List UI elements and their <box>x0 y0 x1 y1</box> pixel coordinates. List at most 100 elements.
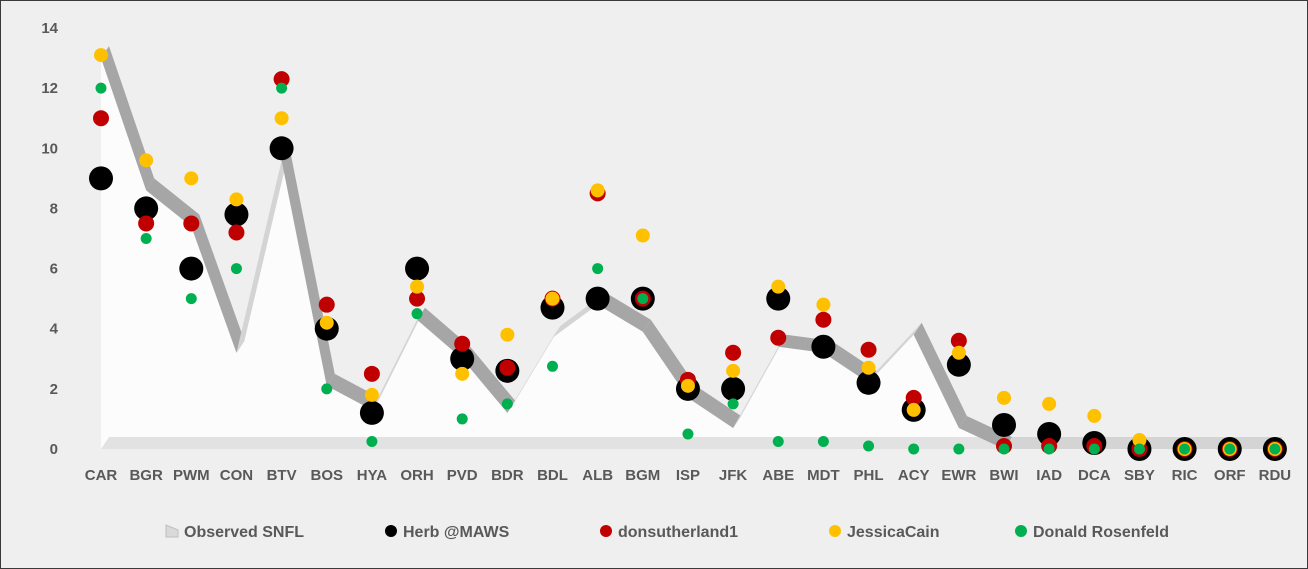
area-segment <box>687 385 742 428</box>
data-point <box>1037 421 1062 446</box>
data-point <box>771 279 786 294</box>
data-point <box>946 352 971 377</box>
data-point <box>499 359 516 376</box>
x-tick-label: ISP <box>676 467 700 484</box>
data-point <box>637 293 649 305</box>
x-tick-label: BGM <box>625 467 660 484</box>
x-tick-label: PVD <box>447 467 478 484</box>
data-point <box>680 378 695 393</box>
area-segment <box>236 148 290 353</box>
data-point <box>856 370 881 395</box>
data-point <box>953 443 965 455</box>
data-point <box>140 233 152 244</box>
data-point <box>951 345 966 360</box>
data-point <box>269 136 294 161</box>
data-point <box>1132 432 1147 447</box>
legend-label: Observed SNFL <box>184 524 304 541</box>
legend-swatch <box>600 525 612 537</box>
data-point <box>228 224 245 241</box>
data-point <box>726 363 741 378</box>
data-point <box>94 48 108 63</box>
area-segment <box>191 214 245 353</box>
x-tick-label: BWI <box>989 467 1018 484</box>
data-point <box>1269 443 1281 455</box>
x-tick-label: IAD <box>1036 467 1062 484</box>
area-fill <box>101 58 1275 449</box>
data-point <box>1043 443 1055 455</box>
area-segment <box>326 373 380 410</box>
x-tick-label: BDR <box>491 467 524 484</box>
data-point <box>1088 443 1100 455</box>
legend: Observed SNFL Herb @MAWS donsutherland1 Jes… <box>165 524 1169 541</box>
area-segment <box>913 322 967 428</box>
data-point <box>276 82 288 94</box>
area-segment <box>868 322 922 383</box>
data-point <box>454 335 471 352</box>
data-point <box>138 215 155 232</box>
data-point <box>319 315 334 330</box>
series-jessicacain <box>94 48 1282 456</box>
data-point <box>185 293 197 305</box>
data-point <box>273 71 290 88</box>
data-point <box>861 360 876 375</box>
data-point <box>1179 443 1191 455</box>
data-point <box>183 215 200 232</box>
data-point <box>997 390 1011 405</box>
x-tick-label: RIC <box>1172 467 1198 484</box>
data-point <box>318 296 335 313</box>
legend-swatch <box>829 525 841 537</box>
data-point <box>817 435 829 447</box>
x-tick-label: BDL <box>537 467 568 484</box>
data-point <box>635 228 650 243</box>
x-tick-label: ACY <box>898 467 930 484</box>
data-point <box>179 256 204 281</box>
marker-layer <box>89 48 1287 461</box>
data-point <box>184 171 199 186</box>
data-point <box>905 389 922 406</box>
data-point <box>89 166 113 191</box>
data-point <box>998 443 1010 455</box>
data-point <box>411 308 423 320</box>
data-point <box>908 443 920 455</box>
x-tick-label: BGR <box>129 467 163 484</box>
x-tick-label: MDT <box>807 467 840 484</box>
x-tick-label: ABE <box>762 467 794 484</box>
data-point <box>816 297 831 312</box>
data-point <box>727 398 739 410</box>
x-tick-label: JFK <box>719 467 748 484</box>
x-tick-label: BTV <box>267 467 297 484</box>
x-tick-label: DCA <box>1078 467 1111 484</box>
data-point <box>229 192 244 207</box>
data-point <box>450 346 475 371</box>
data-point <box>134 196 159 221</box>
data-point <box>811 334 836 359</box>
x-tick-label: SBY <box>1124 467 1155 484</box>
area-segment <box>462 346 516 413</box>
legend-label: donsutherland1 <box>618 524 738 541</box>
y-tick-label: 12 <box>41 80 58 97</box>
data-point <box>364 387 379 402</box>
x-tick-label: HYA <box>357 467 387 484</box>
y-tick-label: 6 <box>50 261 58 278</box>
legend-swatch <box>1015 525 1027 537</box>
x-tick-label: ORH <box>400 467 433 484</box>
data-point <box>405 256 430 281</box>
data-point <box>363 365 380 382</box>
data-point <box>860 341 877 358</box>
data-point <box>721 376 746 401</box>
data-point <box>992 412 1016 437</box>
x-tick-label: EWR <box>941 467 976 484</box>
data-point <box>592 263 604 275</box>
y-tick-label: 4 <box>50 321 59 338</box>
x-tick-label: ALB <box>582 467 613 484</box>
data-point <box>590 183 605 198</box>
series-donald-rosenfeld <box>95 82 1281 455</box>
data-point <box>95 82 107 94</box>
y-tick-label: 0 <box>50 441 58 458</box>
data-point <box>410 279 425 294</box>
data-point <box>456 413 468 425</box>
data-point <box>766 286 791 311</box>
legend-swatch-area <box>165 524 179 538</box>
area-segment <box>146 178 200 227</box>
